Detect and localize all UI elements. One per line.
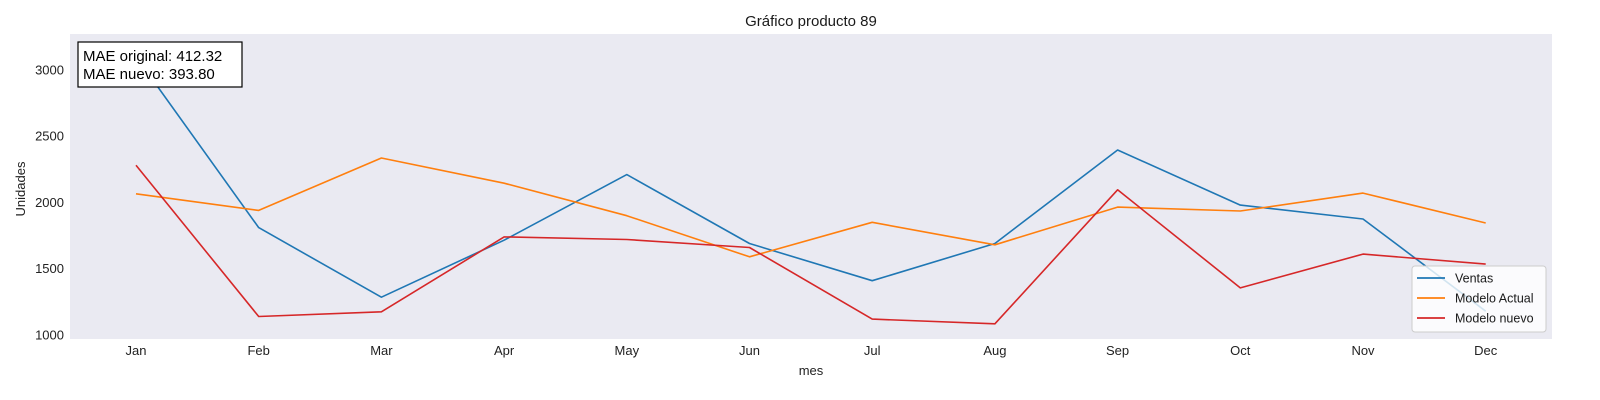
plot-area	[70, 34, 1552, 339]
x-tick-label: Jun	[739, 343, 760, 358]
legend-box	[1411, 265, 1547, 333]
legend-label: Modelo nuevo	[1455, 312, 1534, 326]
x-tick-label: Jan	[126, 343, 147, 358]
x-tick-label: Apr	[494, 343, 515, 358]
x-tick-label: Dec	[1474, 343, 1498, 358]
legend: Ventas Modelo Actual Modelo nuevo	[1411, 265, 1547, 333]
mae-annotation: MAE original: 412.32 MAE nuevo: 393.80	[77, 41, 243, 88]
y-tick-label: 2500	[35, 129, 64, 144]
series-line-3	[135, 164, 1486, 325]
x-tick-label: Oct	[1230, 343, 1251, 358]
x-axis-ticks: Jan Feb Mar Apr May Jun Jul Aug Sep Oct Nov Dec	[126, 343, 1498, 358]
y-axis-label: Unidades	[13, 161, 28, 216]
series-lines	[135, 56, 1487, 325]
x-axis-label: mes	[799, 363, 824, 378]
chart-title: Gráfico producto 89	[745, 13, 877, 30]
x-tick-label: Aug	[983, 343, 1006, 358]
annotation-box	[77, 41, 243, 88]
y-tick-label: 2000	[35, 195, 64, 210]
x-tick-label: May	[615, 343, 640, 358]
x-tick-label: Sep	[1106, 343, 1129, 358]
series-line-2	[135, 157, 1486, 258]
y-tick-label: 1500	[35, 261, 64, 276]
x-tick-label: Mar	[370, 343, 393, 358]
legend-label: Ventas	[1455, 272, 1493, 286]
legend-label: Modelo Actual	[1455, 292, 1534, 306]
y-axis-ticks: 1000 1500 2000 2500 3000	[35, 62, 64, 342]
annotation-mae-nuevo: MAE nuevo: 393.80	[83, 66, 215, 83]
x-tick-label: Jul	[864, 343, 881, 358]
y-tick-label: 3000	[35, 62, 64, 77]
annotation-mae-original: MAE original: 412.32	[83, 48, 222, 65]
x-tick-label: Nov	[1351, 343, 1375, 358]
y-tick-label: 1000	[35, 328, 64, 343]
x-tick-label: Feb	[247, 343, 269, 358]
